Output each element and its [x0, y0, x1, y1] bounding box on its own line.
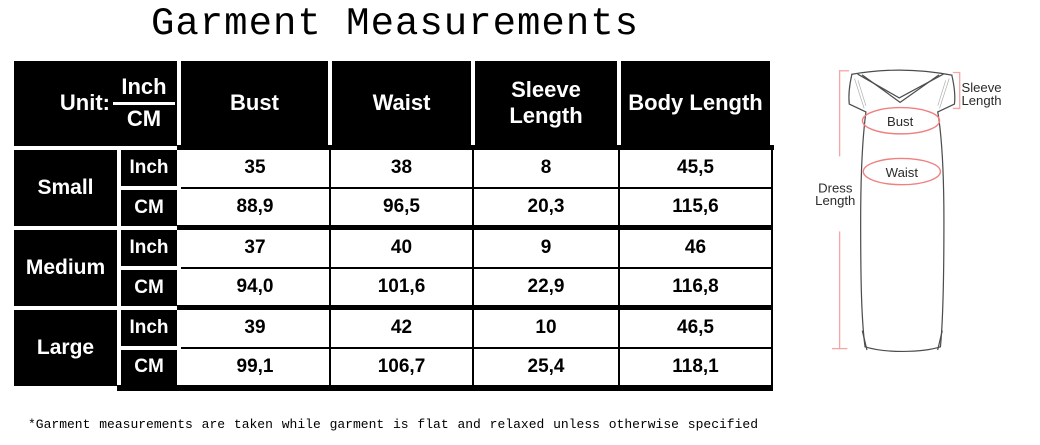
cell-small-inch-waist: 38	[329, 145, 474, 189]
unit-fraction: Inch CM	[113, 74, 175, 132]
cell-small-cm-sleeve: 20,3	[472, 186, 620, 229]
cell-large-inch-sleeve: 10	[472, 305, 620, 349]
table-row: Small Inch 35 38 8 45,5	[10, 145, 773, 230]
table-row: CM 99,1 106,7 25,4 118,1	[12, 345, 773, 391]
unit-row-label: Inch	[117, 145, 181, 190]
cell-medium-cm-waist: 101,6	[329, 266, 474, 309]
cell-small-inch-bust: 35	[178, 145, 331, 189]
column-header-sleeve-length: Sleeve Length	[471, 57, 621, 150]
cell-small-cm-bust: 88,9	[178, 186, 331, 229]
table-row: CM 88,9 96,5 20,3 115,6	[12, 185, 773, 230]
waist-ellipse	[862, 157, 942, 186]
svg-text:Length: Length	[815, 193, 855, 208]
svg-text:Dress: Dress	[818, 181, 853, 196]
measurement-disclaimer: *Garment measurements are taken while ga…	[28, 417, 758, 432]
cell-small-cm-body: 115,6	[618, 186, 773, 229]
cell-medium-inch-bust: 37	[178, 225, 331, 269]
cell-large-inch-waist: 42	[329, 305, 474, 349]
cell-medium-inch-body: 46	[618, 225, 773, 269]
size-label-medium: Medium	[10, 225, 121, 310]
size-label-small: Small	[10, 145, 121, 230]
cell-small-cm-waist: 96,5	[329, 186, 474, 229]
column-header-body-length: Body Length	[617, 57, 774, 150]
dress-measurement-diagram: Bust Waist Sleeve Length Dress Length	[815, 69, 1002, 353]
unit-row-label: CM	[117, 265, 181, 310]
cell-large-inch-bust: 39	[178, 305, 331, 349]
unit-row-label: CM	[117, 185, 181, 230]
svg-text:Sleeve: Sleeve	[961, 80, 1001, 95]
page-title: Garment Measurements	[150, 2, 640, 46]
table-row: CM 94,0 101,6 22,9 116,8	[12, 265, 773, 310]
column-header-waist: Waist	[328, 57, 475, 150]
table-row: Large Inch 39 42 10 46,5	[10, 305, 773, 390]
cell-medium-inch-waist: 40	[329, 225, 474, 269]
cell-medium-cm-body: 116,8	[618, 266, 773, 309]
cell-large-cm-sleeve: 25,4	[472, 346, 620, 391]
sleeve-shading	[854, 78, 950, 109]
unit-option-cm: CM	[126, 105, 162, 131]
unit-row-label: Inch	[117, 225, 181, 270]
unit-option-inch: Inch	[113, 74, 175, 105]
cell-small-inch-sleeve: 8	[472, 145, 620, 189]
cell-large-cm-waist: 106,7	[329, 346, 474, 391]
cell-medium-cm-bust: 94,0	[178, 266, 331, 309]
unit-row-label: Inch	[117, 305, 181, 350]
svg-text:Length: Length	[961, 93, 1001, 108]
cell-large-cm-body: 118,1	[618, 346, 773, 391]
sleeve-length-bracket	[952, 71, 961, 110]
cell-large-cm-bust: 99,1	[178, 346, 331, 391]
column-header-bust: Bust	[177, 57, 332, 150]
unit-header-cell: Unit: Inch CM	[10, 57, 181, 150]
header-row: Unit: Inch CM Bust Waist Sleeve Length B…	[10, 57, 774, 150]
dimension-lines	[831, 70, 961, 350]
measurement-ellipses	[861, 106, 942, 186]
sleeve-length-label: Sleeve Length	[961, 80, 1001, 108]
cell-medium-inch-sleeve: 9	[472, 225, 620, 269]
unit-row-label: CM	[117, 345, 181, 391]
table-row: Medium Inch 37 40 9 46	[10, 225, 773, 310]
dress-length-label: Dress Length	[815, 181, 855, 208]
unit-label: Unit:	[59, 90, 110, 116]
cell-small-inch-body: 45,5	[618, 145, 773, 189]
garment-measurements-table: Unit: Inch CM Bust Waist Sleeve Length B…	[10, 57, 774, 391]
bust-label: Bust	[887, 114, 914, 129]
waist-label: Waist	[886, 165, 919, 180]
dress-outline	[848, 69, 956, 353]
cell-large-inch-body: 46,5	[618, 305, 773, 349]
cell-medium-cm-sleeve: 22,9	[472, 266, 620, 309]
size-label-large: Large	[10, 305, 121, 390]
bust-ellipse	[861, 106, 941, 135]
